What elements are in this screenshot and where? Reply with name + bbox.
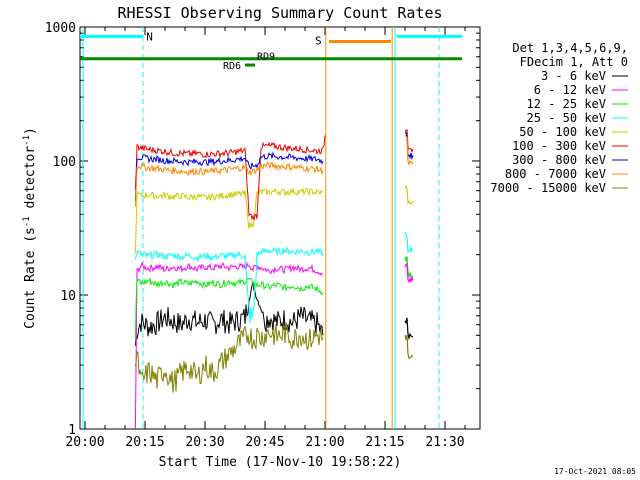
- series-line-5: [134, 135, 326, 221]
- series-line-8: [134, 322, 324, 393]
- late-spike-line-7: [404, 317, 413, 341]
- x-tick-label: 21:30: [425, 435, 464, 450]
- x-tick-label: 20:45: [245, 435, 284, 450]
- late-spike-line-1: [404, 131, 414, 161]
- late-spike-line-4: [404, 232, 414, 254]
- series-line-4: [134, 186, 324, 254]
- night-label: N: [146, 30, 153, 43]
- late-spike-line-5: [404, 256, 414, 278]
- series-line-2: [134, 277, 324, 340]
- y-axis-label-main: Count Rate (s: [23, 227, 38, 329]
- y-axis-label: Count Rate (s-1 detector-1): [22, 127, 38, 329]
- overlay-markers: N S RD6 RD9: [80, 27, 462, 429]
- x-tick-label: 20:15: [125, 435, 164, 450]
- legend-header-1: Det 1,3,4,5,6,9,: [512, 41, 628, 55]
- series-line-3: [134, 246, 324, 323]
- series-line-0: [134, 281, 324, 346]
- x-tick-labels: 20:00 20:15 20:30 20:45 21:00 21:15 21:30: [65, 435, 464, 450]
- chart-title: RHESSI Observing Summary Count Rates: [117, 4, 442, 22]
- legend-label: 12 - 25 keV: [527, 97, 606, 111]
- rd6-label: RD6: [223, 61, 241, 72]
- legend-label: 300 - 800 keV: [512, 153, 606, 167]
- y-tick-label: 10: [60, 289, 76, 304]
- late-spike-line-0: [404, 129, 414, 153]
- late-spike-line-3: [404, 185, 414, 205]
- legend-header-2: FDecim 1, Att 0: [520, 55, 628, 69]
- y-tick-labels: 1 10 100 1000: [45, 21, 76, 438]
- series-line-6: [134, 151, 324, 201]
- legend-label: 3 - 6 keV: [541, 69, 606, 83]
- series-group: [134, 129, 414, 429]
- plot-frame: [79, 26, 481, 430]
- y-axis-label-sup1: -1: [22, 216, 32, 227]
- series-line-7: [134, 160, 324, 207]
- legend-label: 25 - 50 keV: [527, 111, 606, 125]
- late-spike-line-2: [404, 135, 414, 166]
- legend-label: 800 - 7000 keV: [505, 167, 606, 181]
- legend-label: 100 - 300 keV: [512, 139, 606, 153]
- x-tick-label: 20:30: [185, 435, 224, 450]
- x-tick-label: 21:00: [305, 435, 344, 450]
- series-line-1: [134, 261, 324, 429]
- late-spike-line-6: [404, 262, 414, 284]
- x-tick-label: 20:00: [65, 435, 104, 450]
- y-tick-label: 100: [53, 155, 76, 170]
- saa-label: S: [315, 34, 322, 47]
- axis-ticks: [80, 26, 480, 430]
- late-spike-line-8: [404, 334, 414, 360]
- legend-label: 50 - 100 keV: [519, 125, 606, 139]
- x-tick-label: 21:15: [365, 435, 404, 450]
- y-tick-label: 1000: [45, 21, 76, 36]
- x-axis-label: Start Time (17-Nov-10 19:58:22): [159, 455, 402, 470]
- legend-label: 6 - 12 keV: [534, 83, 606, 97]
- y-axis-label-end: ): [23, 127, 38, 135]
- footer-date: 17-Oct-2021 08:05: [554, 467, 636, 476]
- legend-label: 7000 - 15000 keV: [490, 181, 606, 195]
- y-axis-label-mid: detector: [23, 146, 38, 217]
- y-axis-label-sup2: -1: [22, 135, 32, 146]
- rd9-label: RD9: [257, 52, 275, 63]
- y-tick-label: 1: [68, 423, 76, 438]
